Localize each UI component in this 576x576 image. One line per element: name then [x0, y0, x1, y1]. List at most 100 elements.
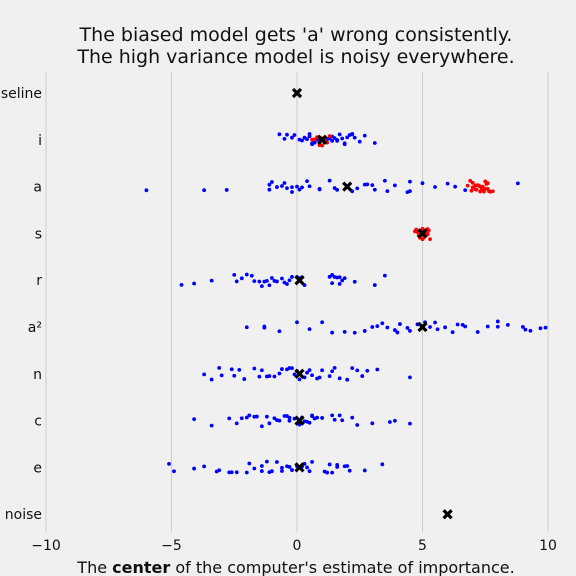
- high_variance-point: [392, 328, 397, 332]
- high_variance-point: [330, 470, 335, 475]
- high_variance-point: [345, 464, 350, 468]
- high_variance-point: [380, 462, 385, 467]
- high_variance-point: [287, 418, 292, 423]
- x-tick-label-0: 0: [293, 538, 302, 554]
- high_variance-point: [267, 182, 272, 187]
- high_variance-point: [280, 184, 284, 188]
- high_variance-point: [275, 418, 279, 423]
- high_variance-point: [305, 370, 309, 375]
- biased-point: [490, 189, 495, 194]
- high_variance-point: [362, 468, 367, 473]
- high_variance-point: [420, 181, 425, 186]
- high_variance-point: [277, 329, 282, 334]
- biased-point: [469, 188, 474, 193]
- high_variance-point: [229, 470, 234, 475]
- high_variance-point: [217, 366, 222, 370]
- y-tick-label-e: e: [33, 460, 42, 476]
- high_variance-point: [327, 178, 332, 183]
- high_variance-point: [380, 321, 385, 326]
- high_variance-point: [290, 135, 294, 140]
- high_variance-point: [209, 278, 214, 283]
- high_variance-point: [340, 278, 345, 283]
- high_variance-point: [337, 282, 342, 286]
- high_variance-point: [392, 418, 397, 423]
- high_variance-point: [262, 324, 267, 329]
- high_variance-point: [347, 468, 352, 473]
- high_variance-point: [310, 459, 314, 464]
- center-marker-noise: [442, 509, 453, 520]
- biased-point: [428, 237, 432, 242]
- high_variance-point: [325, 470, 330, 475]
- high_variance-point: [327, 374, 332, 379]
- high_variance-point: [362, 182, 367, 187]
- high_variance-point: [352, 279, 357, 284]
- high_variance-point: [282, 280, 287, 285]
- y-tick-label-r: r: [36, 273, 42, 289]
- high_variance-point: [247, 461, 252, 466]
- high_variance-point: [300, 138, 304, 143]
- high_variance-point: [275, 185, 279, 189]
- high_variance-point: [528, 328, 533, 333]
- high_variance-point: [259, 464, 264, 468]
- high_variance-point: [290, 468, 294, 472]
- high_variance-point: [267, 283, 272, 288]
- biased-point: [473, 183, 478, 188]
- high_variance-point: [345, 377, 350, 382]
- high_variance-point: [330, 273, 335, 277]
- x-axis-ticks: −10 −5 0 5 10: [31, 538, 557, 554]
- high_variance-point: [277, 371, 282, 376]
- high_variance-point: [317, 375, 322, 380]
- center-marker-a: [417, 321, 428, 333]
- high_variance-point: [249, 273, 254, 278]
- high_variance-point: [267, 421, 272, 426]
- high_variance-point: [505, 322, 510, 327]
- high_variance-point: [232, 373, 237, 378]
- center-marker-n: [294, 368, 305, 379]
- high_variance-point: [242, 377, 247, 381]
- high_variance-point: [259, 469, 264, 473]
- high_variance-point: [408, 329, 412, 333]
- center-marker-e: [294, 462, 305, 473]
- high_variance-point: [307, 368, 312, 373]
- high_variance-point: [443, 325, 447, 330]
- high_variance-point: [244, 470, 249, 475]
- high_variance-point: [342, 142, 347, 147]
- biased-point: [470, 180, 475, 185]
- high_variance-point: [307, 132, 312, 136]
- high_variance-point: [285, 186, 289, 191]
- high_variance-point: [300, 185, 304, 190]
- y-tick-label-a: a²: [28, 320, 42, 336]
- y-tick-label-c: c: [34, 414, 42, 430]
- high_variance-point: [267, 187, 272, 192]
- high_variance-point: [282, 137, 287, 141]
- high_variance-point: [257, 374, 262, 379]
- high_variance-point: [375, 324, 380, 328]
- high_variance-point: [272, 374, 277, 379]
- x-tick-label-neg5: −5: [161, 538, 182, 554]
- high_variance-point: [179, 283, 184, 287]
- high_variance-point: [280, 276, 284, 281]
- high_variance-point: [395, 330, 400, 335]
- high_variance-point: [297, 377, 302, 382]
- biased-point: [477, 183, 481, 188]
- high_variance-point: [285, 414, 289, 418]
- y-tick-label-i: i: [38, 133, 42, 149]
- high_variance-point: [362, 329, 367, 333]
- high_variance-point: [239, 416, 244, 421]
- high_variance-point: [244, 272, 249, 277]
- high_variance-point: [307, 469, 312, 474]
- biased-point: [320, 143, 324, 148]
- high_variance-point: [327, 462, 332, 467]
- high_variance-point: [290, 185, 294, 190]
- high_variance-point: [365, 368, 370, 373]
- high_variance-point: [275, 460, 279, 464]
- high_variance-point: [485, 324, 490, 329]
- high_variance-point: [392, 183, 397, 188]
- high_variance-point: [307, 327, 312, 332]
- high_variance-point: [285, 132, 289, 137]
- high_variance-point: [305, 179, 309, 184]
- high_variance-point: [264, 278, 269, 283]
- y-tick-label-noise: noise: [5, 507, 42, 523]
- high_variance-point: [433, 320, 437, 325]
